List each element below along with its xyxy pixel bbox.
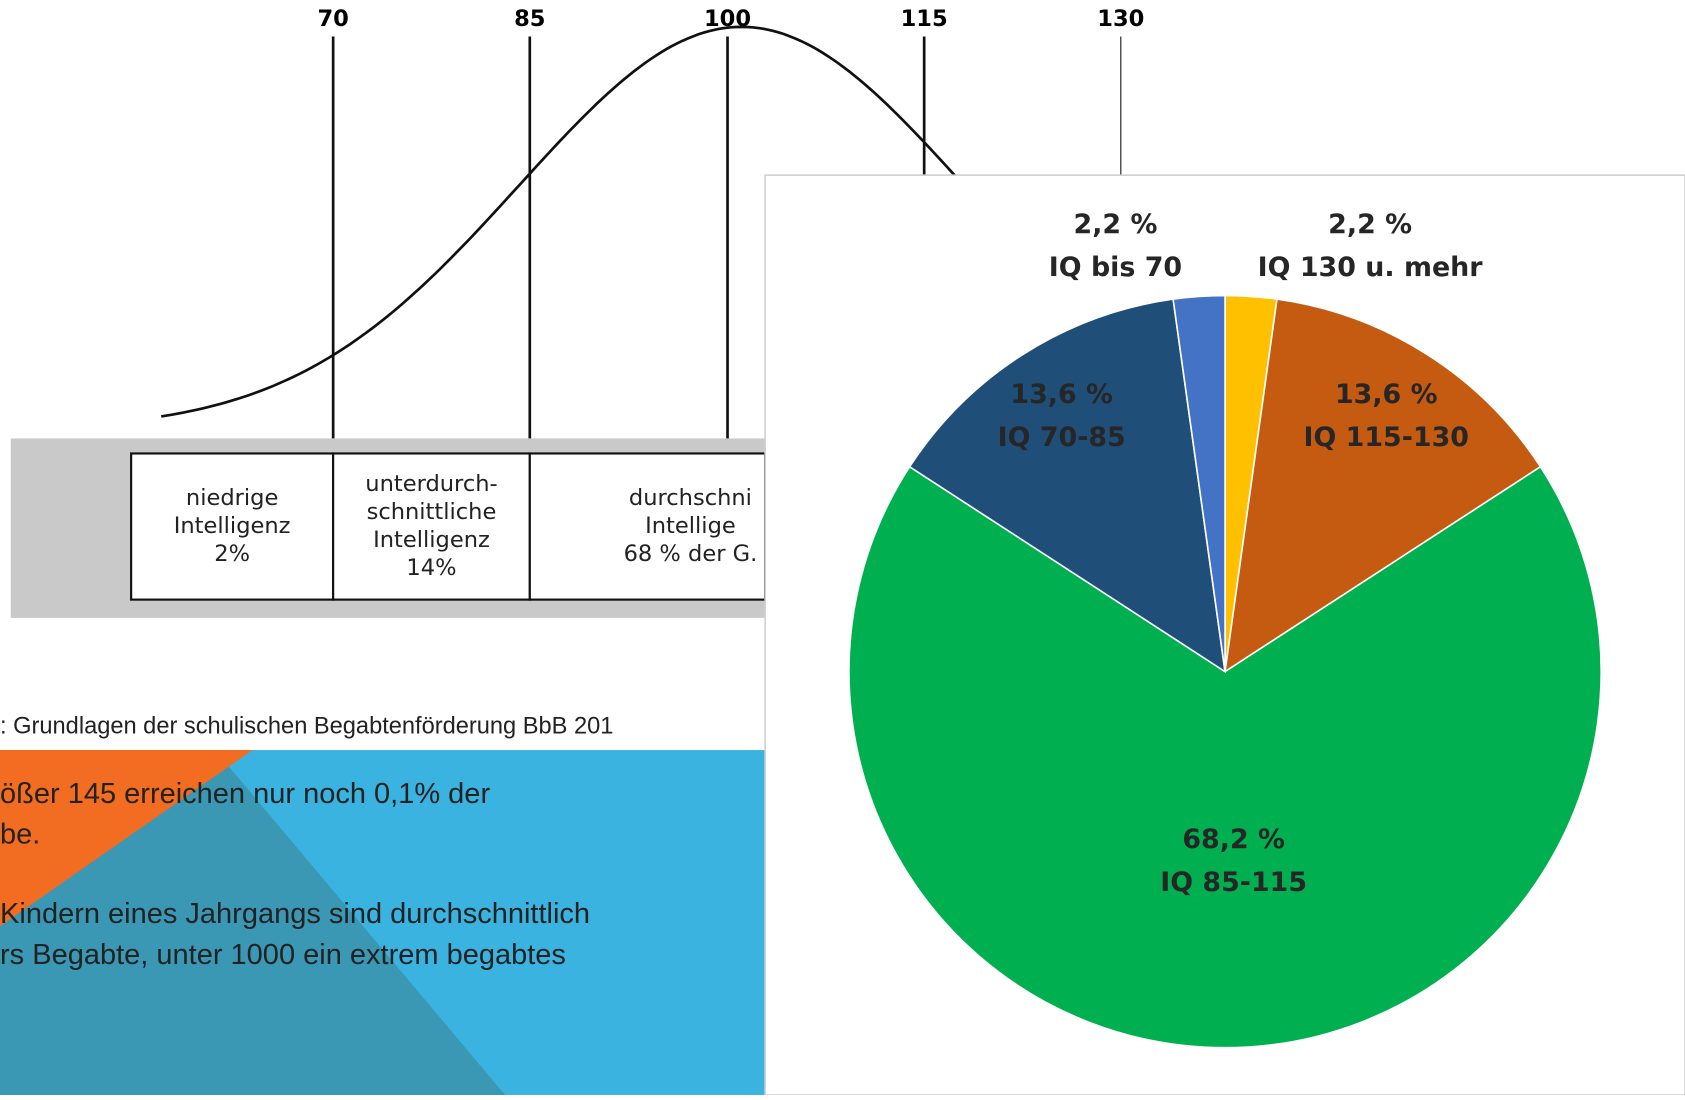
box-text: 2% (214, 541, 250, 567)
bullet-text: Kindern eines Jahrgangs sind durchschnit… (0, 898, 590, 930)
box-text: 14% (406, 555, 456, 581)
bullet-text: ößer 145 erreichen nur noch 0,1% der (0, 778, 490, 810)
bullets: ößer 145 erreichen nur noch 0,1% der be. K… (0, 778, 590, 971)
slice-value-label: 68,2 % (1182, 824, 1285, 855)
pie-slice (908, 298, 1227, 674)
box-text: unterdurch- (365, 471, 497, 497)
slice-category-label: IQ 70-85 (998, 422, 1126, 453)
slice-value-label: 13,6 % (1335, 379, 1438, 410)
box-text: niedrige (186, 485, 278, 511)
slice-value-label: 2,2 % (1074, 209, 1158, 240)
pie-slice (1172, 294, 1226, 672)
slice-category-label: IQ 130 u. mehr (1258, 252, 1484, 283)
caption: : Grundlagen der schulischen Begabtenför… (0, 714, 613, 740)
slice-value-label: 13,6 % (1010, 379, 1113, 410)
scale-label: 85 (514, 6, 545, 32)
box-text: durchschni (629, 485, 752, 511)
pie-slice (848, 465, 1602, 1049)
bullet-text: rs Begabte, unter 1000 ein extrem begabt… (0, 939, 566, 971)
scale-label: 130 (1097, 6, 1144, 32)
box-text: Intelligenz (174, 513, 291, 539)
box-text: schnittliche (367, 499, 497, 525)
label-box (528, 452, 767, 601)
scale-label: 70 (317, 6, 348, 32)
box-text: Intellige (645, 513, 736, 539)
slice-category-label: IQ 115-130 (1304, 422, 1469, 453)
illustration: 70 85 100 115 130niedrigeIntelligenz2%unterd… (130, 6, 1144, 601)
box-text: 68 % der G. (624, 541, 758, 567)
pie-chart: 2,2 % IQ 130 u. mehr 13,6 % IQ 115-130 68,2 … (848, 209, 1602, 1049)
slice-category-label: IQ bis 70 (1049, 252, 1182, 283)
bell-curve (161, 25, 1076, 418)
slice-value-label: 2,2 % (1328, 209, 1412, 240)
scale-label: 115 (901, 6, 948, 32)
label-box (332, 452, 531, 601)
box-text: Intelligenz (373, 527, 490, 553)
label-box (130, 452, 335, 601)
bullet-text: be. (0, 819, 40, 851)
slice-category-label: IQ 85-115 (1160, 867, 1307, 898)
pie-slice (1224, 298, 1542, 674)
